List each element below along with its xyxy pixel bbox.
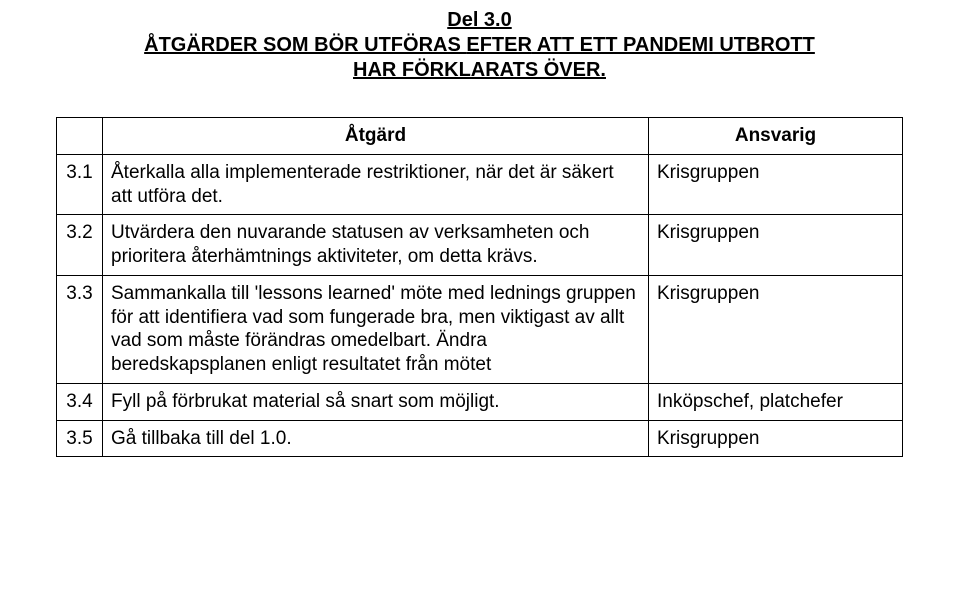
row-body: Utvärdera den nuvarande statusen av verk… [103, 215, 649, 276]
table-header-row: Åtgärd Ansvarig [57, 118, 903, 155]
title-line-3: HAR FÖRKLARATS ÖVER. [56, 58, 903, 83]
row-body: Återkalla alla implementerade restriktio… [103, 154, 649, 215]
row-num: 3.1 [57, 154, 103, 215]
title-line-2-under: EFTER [466, 34, 532, 56]
table-row: 3.5 Gå tillbaka till del 1.0. Krisgruppe… [57, 420, 903, 457]
row-num: 3.5 [57, 420, 103, 457]
header-action: Åtgärd [103, 118, 649, 155]
row-resp: Krisgruppen [649, 275, 903, 383]
page: Del 3.0 ÅTGÄRDER SOM BÖR UTFÖRAS EFTER A… [0, 0, 959, 457]
actions-table: Åtgärd Ansvarig 3.1 Återkalla alla imple… [56, 117, 903, 457]
row-body: Gå tillbaka till del 1.0. [103, 420, 649, 457]
document-title: Del 3.0 ÅTGÄRDER SOM BÖR UTFÖRAS EFTER A… [56, 8, 903, 83]
table-row: 3.4 Fyll på förbrukat material så snart … [57, 383, 903, 420]
table-row: 3.1 Återkalla alla implementerade restri… [57, 154, 903, 215]
table-row: 3.3 Sammankalla till 'lessons learned' m… [57, 275, 903, 383]
row-resp: Krisgruppen [649, 154, 903, 215]
row-num: 3.2 [57, 215, 103, 276]
title-line-1: Del 3.0 [56, 8, 903, 33]
row-num: 3.4 [57, 383, 103, 420]
title-line-2: ÅTGÄRDER SOM BÖR UTFÖRAS EFTER ATT ETT P… [56, 33, 903, 58]
title-line-2-post: ATT ETT PANDEMI UTBROTT [532, 34, 815, 56]
row-resp: Krisgruppen [649, 420, 903, 457]
row-resp: Inköpschef, platchefer [649, 383, 903, 420]
row-resp: Krisgruppen [649, 215, 903, 276]
title-line-2-pre: ÅTGÄRDER SOM BÖR UTFÖRAS [144, 34, 466, 56]
row-body: Fyll på förbrukat material så snart som … [103, 383, 649, 420]
header-responsible: Ansvarig [649, 118, 903, 155]
row-body: Sammankalla till 'lessons learned' möte … [103, 275, 649, 383]
header-num [57, 118, 103, 155]
table-row: 3.2 Utvärdera den nuvarande statusen av … [57, 215, 903, 276]
row-num: 3.3 [57, 275, 103, 383]
